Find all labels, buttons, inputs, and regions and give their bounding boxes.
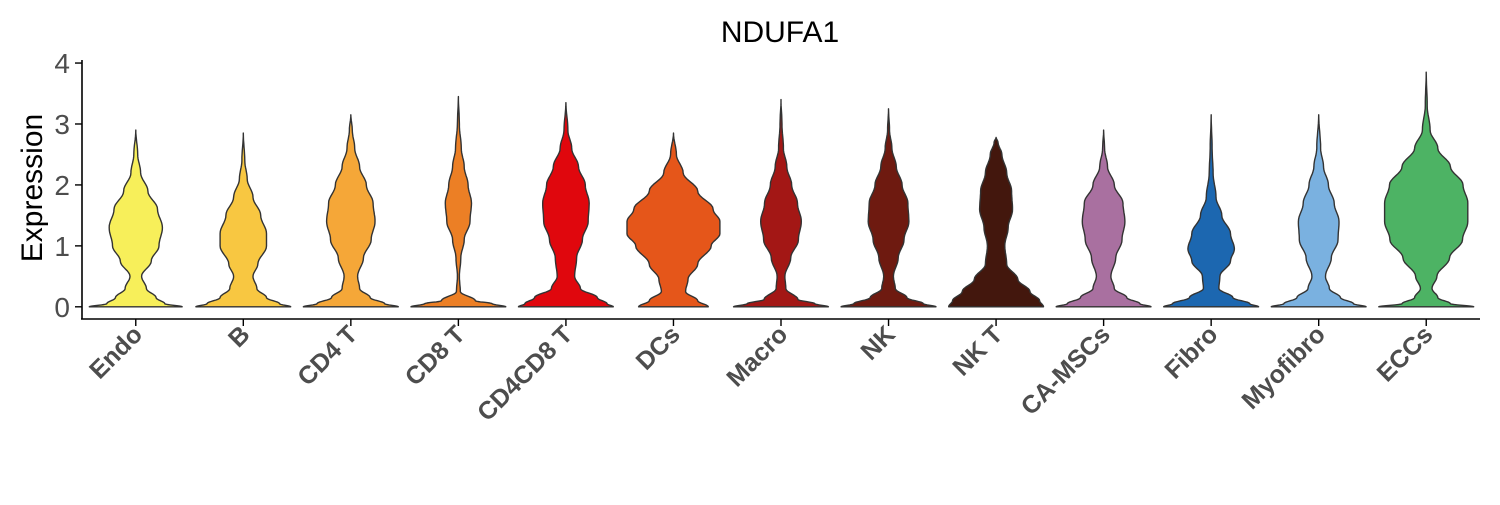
y-tick-label: 2 [54,170,70,201]
y-axis-label: Expression [16,114,49,262]
x-tick-label-myofibro: Myofibro [1237,320,1331,414]
y-tick-label: 4 [54,48,70,79]
x-tick-label-endo: Endo [84,320,148,384]
violin-b [195,132,292,308]
violin-nk [840,108,937,308]
violin-cd8-t [410,95,507,308]
violin-cd4-t [302,114,399,308]
y-tick-label: 1 [54,231,70,262]
x-tick-label-b: B [223,320,256,353]
x-ticks: Endo B CD4 T CD8 T CD4CD8 T DCs Macro NK NK T CA-… [84,319,1438,427]
violin-endo [88,129,183,308]
x-tick-label-cd8-t: CD8 T [400,320,471,391]
x-tick-label-cd4-t: CD4 T [292,320,363,391]
violin-cd4cd8-t [517,102,614,308]
violin-nk-t [948,136,1045,308]
x-tick-label-nk: NK [855,320,900,365]
chart-title: NDUFA1 [721,16,839,49]
violin-ca-mscs [1055,129,1152,308]
violin-fibro [1163,114,1260,308]
violin-myofibro [1270,114,1367,308]
y-tick-label: 3 [54,109,70,140]
violin-group [88,71,1475,308]
x-tick-label-nk-t: NK T [947,320,1008,381]
x-tick-label-fibro: Fibro [1159,320,1223,384]
violin-eccs [1378,71,1475,308]
x-tick-label-eccs: ECCs [1372,320,1439,387]
violin-dcs [626,132,721,308]
x-tick-label-dcs: DCs [631,320,686,375]
x-tick-label-cd4cd8-t: CD4CD8 T [472,320,578,426]
y-ticks: 0 1 2 3 4 [54,48,82,323]
y-tick-label: 0 [54,292,70,323]
violin-macro [732,98,830,308]
x-tick-label-macro: Macro [721,320,793,392]
x-tick-label-ca-mscs: CA-MSCs [1016,320,1116,420]
